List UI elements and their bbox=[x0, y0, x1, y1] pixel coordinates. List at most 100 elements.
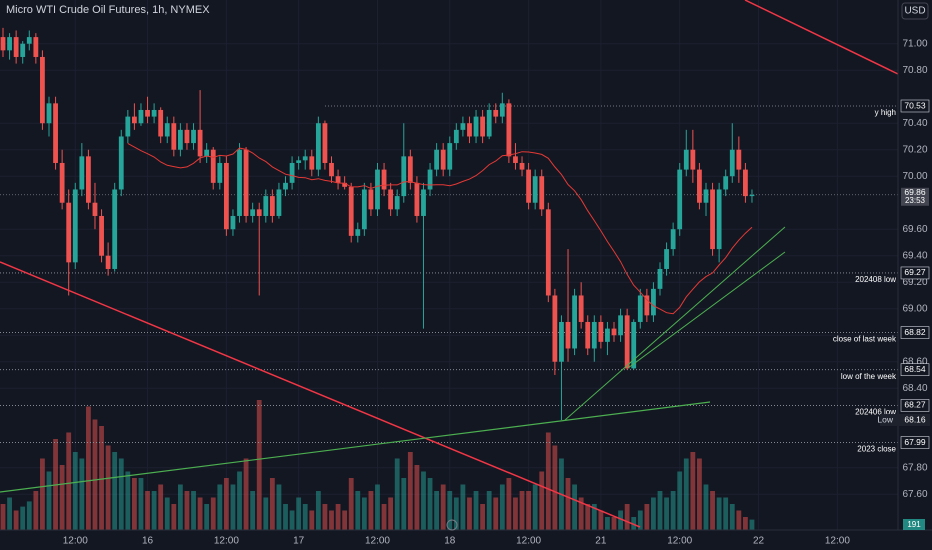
candle-body bbox=[79, 156, 85, 190]
volume-bar bbox=[361, 497, 367, 530]
candle-body bbox=[302, 156, 308, 161]
currency-button[interactable] bbox=[901, 2, 929, 20]
chart-title: Micro WTI Crude Oil Futures, 1h, NYMEX bbox=[6, 4, 210, 16]
candle-body bbox=[690, 149, 696, 170]
candle-body bbox=[151, 109, 157, 117]
candle-body bbox=[368, 189, 374, 210]
last-price-marker bbox=[901, 187, 929, 206]
volume-bar bbox=[20, 506, 26, 530]
volume-bar bbox=[112, 452, 118, 530]
volume-bar bbox=[118, 458, 124, 530]
candle-body bbox=[40, 56, 45, 124]
candle-body bbox=[191, 129, 196, 144]
level-value: 70.53 bbox=[904, 100, 926, 110]
y-tick-label: 70.40 bbox=[902, 118, 927, 129]
candle-body bbox=[375, 169, 380, 210]
volume-bar bbox=[210, 497, 216, 530]
volume-bar bbox=[493, 497, 499, 530]
volume-bar bbox=[276, 484, 282, 530]
candle-body bbox=[559, 321, 564, 362]
volume-bar bbox=[578, 497, 584, 530]
level-marker bbox=[900, 266, 930, 280]
volume-bar bbox=[460, 484, 466, 530]
candle-body bbox=[736, 149, 742, 170]
volume-bar bbox=[598, 510, 604, 530]
x-tick-label: 12:00 bbox=[63, 536, 88, 547]
candle-body bbox=[664, 249, 669, 269]
y-tick-label: 67.80 bbox=[902, 462, 927, 473]
candle-body bbox=[92, 202, 98, 216]
volume-bar bbox=[13, 510, 19, 530]
volume-bar bbox=[683, 458, 689, 530]
candle-body bbox=[611, 328, 617, 336]
volume-bar bbox=[59, 465, 65, 530]
candle-body bbox=[223, 162, 229, 230]
countdown: 23:53 bbox=[905, 196, 926, 205]
volume-bar bbox=[473, 491, 479, 530]
volume-bar bbox=[440, 484, 446, 530]
levels: y high 202408 low close of last week low of… bbox=[0, 105, 898, 454]
volume-bar bbox=[710, 491, 715, 530]
volume-bar bbox=[296, 497, 302, 530]
volume-bar bbox=[105, 445, 111, 530]
candle-body bbox=[453, 129, 459, 144]
candle-body bbox=[125, 116, 131, 137]
candle-body bbox=[506, 103, 512, 157]
volume-bar bbox=[289, 510, 295, 530]
level-marker bbox=[900, 326, 930, 339]
candle-body bbox=[72, 189, 78, 263]
currency-label[interactable]: USD bbox=[904, 6, 925, 17]
last-price: 69.86 bbox=[904, 187, 926, 197]
replay-icon[interactable] bbox=[446, 519, 458, 531]
level-name: low of the week bbox=[841, 372, 897, 381]
volume-bar bbox=[631, 517, 637, 530]
drawings bbox=[0, 0, 899, 528]
candle-body bbox=[637, 295, 643, 322]
candle-body bbox=[361, 189, 367, 230]
volume-bar bbox=[184, 491, 190, 530]
y-tick-label: 69.40 bbox=[902, 250, 927, 261]
candle-body bbox=[66, 202, 72, 263]
low-value: 68.16 bbox=[904, 414, 926, 424]
volume-bar bbox=[348, 478, 354, 530]
candle-body bbox=[99, 215, 104, 256]
candles bbox=[0, 27, 755, 421]
candle-body bbox=[697, 169, 702, 203]
candle-body bbox=[578, 295, 584, 322]
volume-bar bbox=[637, 510, 643, 530]
candle-body bbox=[545, 209, 551, 296]
level-value: 68.54 bbox=[904, 364, 926, 374]
candle-body bbox=[13, 37, 19, 57]
volume-bar bbox=[716, 497, 722, 530]
volume-bar bbox=[513, 497, 518, 530]
volume-bar bbox=[447, 491, 453, 530]
candle-body bbox=[421, 189, 426, 216]
volume-bar bbox=[703, 484, 709, 530]
volume-pane bbox=[0, 400, 755, 530]
candle-body bbox=[263, 196, 269, 216]
volume-bar bbox=[99, 426, 104, 530]
volume-bar bbox=[33, 491, 39, 530]
candle-body bbox=[276, 189, 282, 216]
volume-bar bbox=[164, 497, 170, 530]
volume-bar bbox=[79, 458, 85, 530]
candle-body bbox=[394, 196, 400, 210]
volume-bar bbox=[329, 510, 334, 530]
candle-body bbox=[526, 169, 531, 203]
volume-bar bbox=[414, 465, 420, 530]
level-marker bbox=[900, 363, 930, 376]
trend-line bbox=[744, 0, 899, 75]
candle-body bbox=[20, 43, 26, 57]
y-tick-label: 70.00 bbox=[902, 171, 927, 182]
candle-body bbox=[631, 321, 637, 369]
volume-bar bbox=[506, 478, 512, 530]
volume-bar bbox=[86, 406, 91, 530]
candle-body bbox=[657, 268, 663, 289]
level-name: 2023 close bbox=[857, 445, 896, 454]
volume-bar bbox=[243, 458, 249, 530]
candle-body bbox=[683, 149, 689, 170]
x-tick-label: 12:00 bbox=[516, 536, 541, 547]
candle-body bbox=[716, 189, 722, 250]
candle-body bbox=[473, 116, 479, 137]
